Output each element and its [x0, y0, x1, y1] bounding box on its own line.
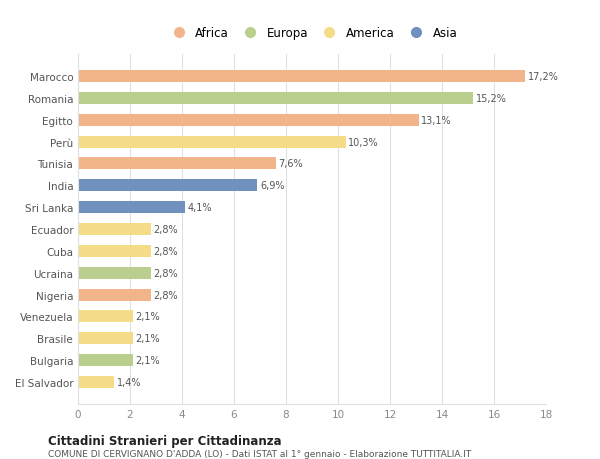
Text: 7,6%: 7,6%: [278, 159, 303, 169]
Bar: [78, 224, 151, 235]
Bar: [78, 354, 133, 366]
Text: 2,1%: 2,1%: [135, 334, 160, 343]
Bar: [78, 115, 419, 127]
Text: 13,1%: 13,1%: [421, 116, 452, 125]
Bar: [78, 311, 133, 323]
Text: 2,8%: 2,8%: [154, 246, 178, 256]
Text: 2,1%: 2,1%: [135, 355, 160, 365]
Bar: [78, 267, 151, 279]
Text: 2,8%: 2,8%: [154, 224, 178, 235]
Bar: [78, 202, 185, 214]
Text: 2,8%: 2,8%: [154, 268, 178, 278]
Text: 15,2%: 15,2%: [476, 94, 506, 104]
Text: 2,8%: 2,8%: [154, 290, 178, 300]
Bar: [78, 332, 133, 344]
Bar: [78, 158, 275, 170]
Bar: [78, 289, 151, 301]
Bar: [78, 245, 151, 257]
Text: 17,2%: 17,2%: [528, 72, 559, 82]
Text: Cittadini Stranieri per Cittadinanza: Cittadini Stranieri per Cittadinanza: [48, 434, 281, 447]
Legend: Africa, Europa, America, Asia: Africa, Europa, America, Asia: [162, 22, 462, 45]
Text: 10,3%: 10,3%: [349, 137, 379, 147]
Text: 1,4%: 1,4%: [117, 377, 142, 387]
Bar: [78, 376, 115, 388]
Text: 4,1%: 4,1%: [187, 203, 212, 213]
Bar: [78, 71, 525, 83]
Text: 6,9%: 6,9%: [260, 181, 284, 191]
Bar: [78, 93, 473, 105]
Text: 2,1%: 2,1%: [135, 312, 160, 322]
Bar: [78, 136, 346, 148]
Bar: [78, 180, 257, 192]
Text: COMUNE DI CERVIGNANO D'ADDA (LO) - Dati ISTAT al 1° gennaio - Elaborazione TUTTI: COMUNE DI CERVIGNANO D'ADDA (LO) - Dati …: [48, 449, 471, 458]
